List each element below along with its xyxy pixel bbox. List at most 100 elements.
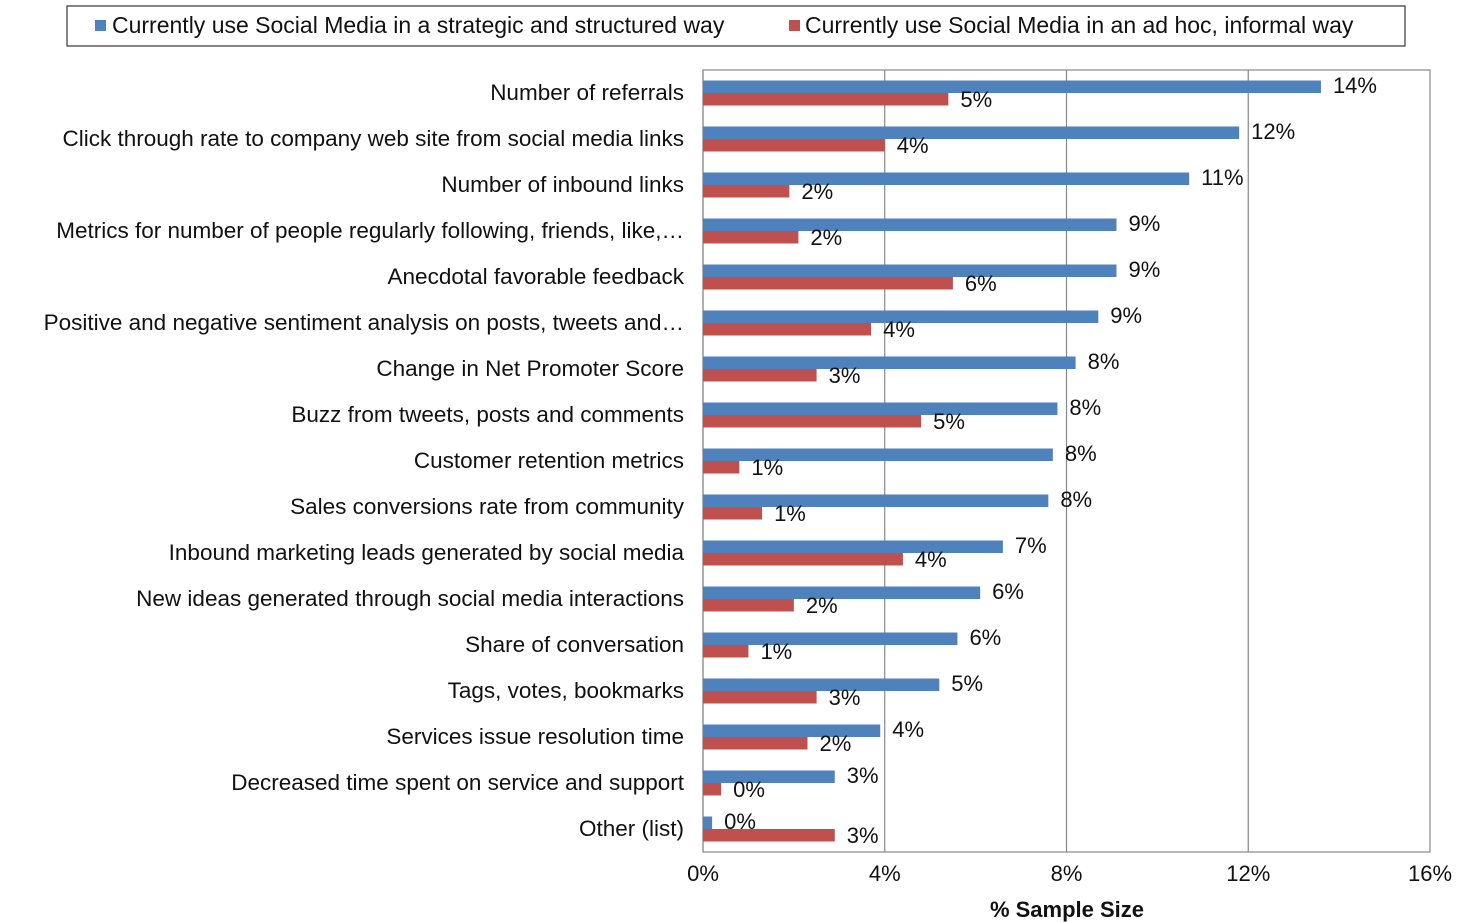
data-label-strategic: 3% bbox=[847, 763, 879, 788]
legend: Currently use Social Media in a strategi… bbox=[66, 5, 1406, 47]
data-label-adhoc: 1% bbox=[760, 639, 792, 664]
bar-strategic bbox=[703, 172, 1190, 185]
data-labels: 14% 5% 12% 4% 11% 2% 9% 2% 9% 6% 9% 4% 8% 3% 8% 5% 8% 1% 8… bbox=[724, 73, 1377, 848]
data-label-strategic: 4% bbox=[892, 717, 924, 742]
category-label: Change in Net Promoter Score bbox=[376, 356, 684, 381]
bar-adhoc bbox=[703, 277, 953, 290]
bar-strategic bbox=[703, 264, 1117, 277]
bar-adhoc bbox=[703, 553, 903, 566]
data-label-adhoc: 2% bbox=[806, 593, 838, 618]
data-label-strategic: 8% bbox=[1069, 395, 1101, 420]
x-tick-label: 12% bbox=[1226, 861, 1270, 886]
data-label-adhoc: 1% bbox=[751, 455, 783, 480]
bar-adhoc bbox=[703, 507, 763, 520]
x-tick-label: 0% bbox=[687, 861, 719, 886]
data-label-strategic: 7% bbox=[1015, 533, 1047, 558]
category-label: Buzz from tweets, posts and comments bbox=[291, 402, 684, 427]
category-label: Share of conversation bbox=[465, 632, 684, 657]
data-label-strategic: 12% bbox=[1251, 119, 1295, 144]
category-label: Positive and negative sentiment analysis… bbox=[44, 310, 684, 335]
bar-strategic bbox=[703, 126, 1240, 139]
legend-swatch-series-2 bbox=[789, 20, 800, 31]
bar-adhoc bbox=[703, 323, 872, 336]
legend-box bbox=[66, 5, 1406, 47]
data-label-strategic: 8% bbox=[1060, 487, 1092, 512]
bar-adhoc bbox=[703, 185, 790, 198]
bar-strategic bbox=[703, 816, 713, 829]
bar-strategic bbox=[703, 402, 1058, 415]
x-tick-label: 4% bbox=[869, 861, 901, 886]
data-label-strategic: 8% bbox=[1065, 441, 1097, 466]
data-label-strategic: 5% bbox=[951, 671, 983, 696]
data-label-strategic: 9% bbox=[1110, 303, 1142, 328]
bar-adhoc bbox=[703, 829, 835, 842]
category-label: Other (list) bbox=[579, 816, 684, 841]
x-axis-title: % Sample Size bbox=[990, 897, 1144, 922]
bar-strategic bbox=[703, 80, 1321, 93]
bar-strategic bbox=[703, 356, 1076, 369]
data-label-adhoc: 4% bbox=[915, 547, 947, 572]
category-label: Sales conversions rate from community bbox=[290, 494, 685, 519]
bar-adhoc bbox=[703, 139, 885, 152]
category-label: Number of inbound links bbox=[441, 172, 684, 197]
bar-adhoc bbox=[703, 461, 740, 474]
category-label: Decreased time spent on service and supp… bbox=[231, 770, 684, 795]
category-labels: Number of referrals Click through rate to… bbox=[44, 80, 685, 841]
data-label-strategic: 0% bbox=[724, 809, 756, 834]
data-label-adhoc: 3% bbox=[829, 685, 861, 710]
data-label-strategic: 8% bbox=[1088, 349, 1120, 374]
data-label-adhoc: 5% bbox=[960, 87, 992, 112]
bars bbox=[703, 80, 1321, 842]
data-label-strategic: 9% bbox=[1128, 211, 1160, 236]
legend-label-series-2: Currently use Social Media in an ad hoc,… bbox=[805, 12, 1354, 38]
bar-strategic bbox=[703, 678, 940, 691]
bar-strategic bbox=[703, 310, 1099, 323]
data-label-strategic: 9% bbox=[1128, 257, 1160, 282]
bar-strategic bbox=[703, 770, 835, 783]
bar-strategic bbox=[703, 448, 1053, 461]
bar-adhoc bbox=[703, 415, 922, 428]
category-label: Metrics for number of people regularly f… bbox=[56, 218, 684, 243]
category-label: New ideas generated through social media… bbox=[136, 586, 684, 611]
data-label-adhoc: 6% bbox=[965, 271, 997, 296]
bar-strategic bbox=[703, 540, 1003, 553]
category-label: Tags, votes, bookmarks bbox=[448, 678, 684, 703]
data-label-adhoc: 2% bbox=[801, 179, 833, 204]
bar-adhoc bbox=[703, 645, 749, 658]
data-label-adhoc: 3% bbox=[829, 363, 861, 388]
x-tick-label: 16% bbox=[1408, 861, 1452, 886]
bar-strategic bbox=[703, 218, 1117, 231]
x-tick-label: 8% bbox=[1051, 861, 1083, 886]
x-axis-ticks: 0% 4% 8% 12% 16% bbox=[687, 861, 1452, 886]
data-label-adhoc: 2% bbox=[810, 225, 842, 250]
bar-adhoc bbox=[703, 691, 817, 704]
category-label: Number of referrals bbox=[490, 80, 684, 105]
bar-adhoc bbox=[703, 231, 799, 244]
legend-swatch-series-1 bbox=[95, 20, 106, 31]
category-label: Anecdotal favorable feedback bbox=[388, 264, 685, 289]
bar-adhoc bbox=[703, 93, 949, 106]
legend-label-series-1: Currently use Social Media in a strategi… bbox=[112, 12, 725, 38]
data-label-strategic: 6% bbox=[969, 625, 1001, 650]
data-label-adhoc: 4% bbox=[883, 317, 915, 342]
category-label: Customer retention metrics bbox=[414, 448, 684, 473]
bar-adhoc bbox=[703, 737, 808, 750]
bar-strategic bbox=[703, 586, 981, 599]
bar-adhoc bbox=[703, 599, 794, 612]
bar-strategic bbox=[703, 494, 1049, 507]
data-label-strategic: 14% bbox=[1333, 73, 1377, 98]
data-label-adhoc: 3% bbox=[847, 823, 879, 848]
data-label-adhoc: 1% bbox=[774, 501, 806, 526]
category-label: Inbound marketing leads generated by soc… bbox=[169, 540, 685, 565]
data-label-adhoc: 5% bbox=[933, 409, 965, 434]
category-label: Click through rate to company web site f… bbox=[62, 126, 684, 151]
bar-strategic bbox=[703, 724, 881, 737]
bar-adhoc bbox=[703, 369, 817, 382]
data-label-adhoc: 4% bbox=[897, 133, 929, 158]
category-label: Services issue resolution time bbox=[386, 724, 684, 749]
data-label-adhoc: 2% bbox=[820, 731, 852, 756]
data-label-adhoc: 0% bbox=[733, 777, 765, 802]
bar-adhoc bbox=[703, 783, 722, 796]
bar-strategic bbox=[703, 632, 958, 645]
